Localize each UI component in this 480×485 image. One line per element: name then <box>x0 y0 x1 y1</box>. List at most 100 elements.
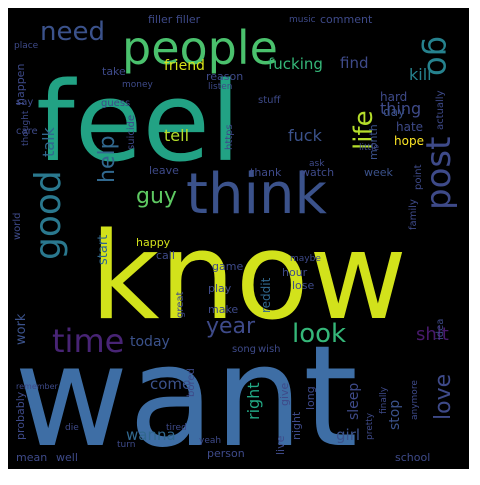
word-stuff: stuff <box>258 95 281 106</box>
word-go: go <box>420 36 458 76</box>
word-hate: hate <box>396 120 423 134</box>
word-family: family <box>408 199 419 230</box>
word-comment: comment <box>320 13 373 26</box>
word-guy: guy <box>136 184 177 209</box>
word-thank: thank <box>250 166 282 179</box>
word-ask: ask <box>309 159 325 169</box>
word-live: live <box>274 435 287 455</box>
word-hard: hard <box>380 90 407 104</box>
word-tell: tell <box>164 126 189 145</box>
word-think: think <box>186 162 328 227</box>
word-fucking: fucking <box>268 55 323 73</box>
word-sleep: sleep <box>346 383 362 420</box>
word-thing: thing <box>380 99 421 118</box>
word-happy: happy <box>136 236 171 249</box>
word-night: night <box>290 411 303 440</box>
word-turn: turn <box>117 440 135 450</box>
word-finally: finally <box>379 386 389 414</box>
word-leave: leave <box>149 164 179 177</box>
word-life: life <box>349 110 379 150</box>
word-maybe: maybe <box>290 254 321 264</box>
word-look: look <box>292 319 346 349</box>
word-listen: listen <box>208 82 232 92</box>
word-right: right <box>244 382 263 420</box>
word-come: come <box>150 375 191 393</box>
word-good: good <box>28 170 69 260</box>
word-bored: bored <box>186 368 197 397</box>
word-pretty: pretty <box>365 412 375 440</box>
word-know: know <box>90 208 407 347</box>
word-thought: thought <box>21 110 31 146</box>
word-reddit: reddit <box>259 277 273 313</box>
word-today: today <box>130 334 170 350</box>
word-song: song <box>232 344 256 355</box>
word-https: https <box>224 124 235 150</box>
word-call: call <box>156 249 175 262</box>
word-take: take <box>102 65 126 78</box>
word-happen: happen <box>14 64 27 105</box>
word-watch: watch <box>301 166 334 179</box>
word-world: world <box>12 212 23 240</box>
word-die: die <box>65 423 79 433</box>
word-suicide: suicide <box>126 115 137 150</box>
word-give: give <box>278 382 291 406</box>
word-play: play <box>208 282 232 295</box>
word-day: day <box>383 105 405 119</box>
word-anymore: anymore <box>410 380 420 420</box>
word-place: place <box>14 41 39 51</box>
word-shit: shit <box>416 324 449 345</box>
word-great: great <box>175 291 186 318</box>
word-well: well <box>56 451 78 464</box>
word-find: find <box>340 54 368 72</box>
word-care: care <box>16 126 38 137</box>
word-say: say <box>16 97 33 108</box>
word-actually: actually <box>435 90 446 130</box>
word-post: post <box>419 137 459 210</box>
word-school: school <box>395 451 430 464</box>
word-music: music <box>289 15 316 25</box>
word-hope: hope <box>394 134 424 148</box>
word-year: year <box>206 314 256 339</box>
word-feel: feel <box>36 58 241 186</box>
word-stop: stop <box>387 400 403 430</box>
word-remember: remember <box>16 382 59 391</box>
word-mean: mean <box>16 451 47 464</box>
word-filler-filler: filler filler <box>148 13 201 26</box>
word-kill: kill <box>409 65 432 84</box>
word-idea: idea <box>435 319 446 340</box>
word-little: little <box>359 143 380 153</box>
word-want: want <box>14 316 358 479</box>
word-month: month <box>367 124 380 160</box>
word-point: point <box>413 164 424 190</box>
word-friend: friend <box>164 58 205 74</box>
word-money: money <box>122 80 154 90</box>
word-wish: wish <box>258 344 281 355</box>
word-yeah: yeah <box>199 436 221 446</box>
word-people: people <box>122 21 278 75</box>
word-guess: guess <box>101 98 130 109</box>
word-help: help <box>95 135 120 183</box>
word-need: need <box>40 17 105 47</box>
word-tired: tired <box>166 423 187 433</box>
word-love: love <box>431 374 456 420</box>
word-week: week <box>364 166 394 179</box>
word-work: work <box>14 313 29 345</box>
word-wanna: wanna <box>126 426 176 444</box>
word-make: make <box>208 303 238 316</box>
word-talk: talk <box>39 126 58 157</box>
word-game: game <box>212 260 243 273</box>
word-long: long <box>304 386 317 410</box>
word-time: time <box>52 322 124 360</box>
word-probably: probably <box>14 391 27 440</box>
words-group: want know feel think people good post ti… <box>12 13 459 479</box>
word-girl: girl <box>336 426 360 444</box>
word-start: start <box>96 235 111 265</box>
word-person: person <box>207 447 245 460</box>
word-cloud-background <box>8 8 469 469</box>
word-fuck: fuck <box>288 126 323 145</box>
word-lose: lose <box>292 279 315 292</box>
word-hour: hour <box>282 266 308 279</box>
word-reason: reason <box>206 70 243 83</box>
